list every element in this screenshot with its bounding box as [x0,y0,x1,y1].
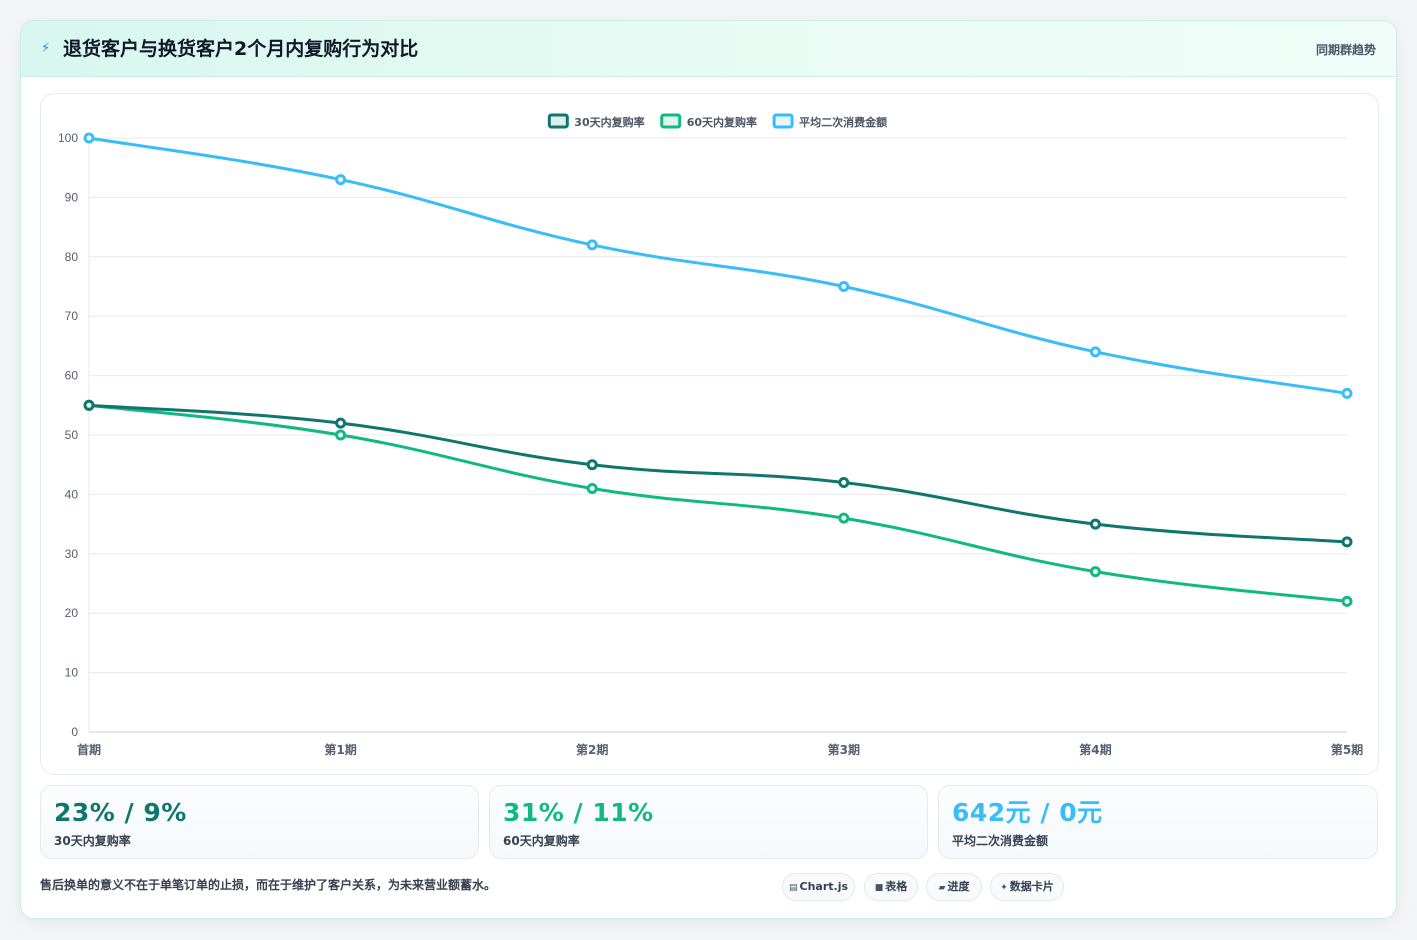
data-point [83,132,95,144]
data-point [335,174,347,186]
legend-label: 30天内复购率 [574,115,644,129]
tag-progress[interactable]: ▰ 进度 [926,873,982,901]
x-tick-label: 首期 [77,742,101,757]
data-point [586,459,598,471]
x-tick-label: 第5期 [1331,742,1363,757]
chart-panel: 0 10 20 30 40 50 60 70 80 90 100 首期 第1期 第2期 第3期 第4期 第5期 3… [40,93,1379,775]
bolt-icon: ⚡ [41,41,51,56]
footer-note: 售后换单的意义不在于单笔订单的止损，而在于维护了客户关系，为未来营业额蓄水。 [40,878,497,892]
legend-swatch [772,113,794,129]
tag-label: 表格 [885,880,908,893]
series-line [87,136,1349,395]
stat-value: 31% / 11% [503,798,654,827]
page-title: 退货客户与换货客户2个月内复购行为对比 [63,38,419,60]
stat-label: 30天内复购率 [54,834,131,848]
tag-chartjs[interactable]: ▤ Chart.js [782,873,855,901]
chart-card: ⚡ 退货客户与换货客户2个月内复购行为对比 同期群趋势 0 10 20 30 40 50 6… [20,20,1397,919]
card-icon: ✦ [1000,883,1008,893]
data-point [1341,536,1353,548]
table-icon: ■ [874,883,884,893]
y-tick-label: 70 [65,309,79,323]
y-tick-label: 0 [71,725,78,739]
legend-swatch [547,113,569,129]
data-point [1089,566,1101,578]
y-tick-label: 100 [58,131,78,145]
stat-value: 642元 / 0元 [952,798,1103,827]
header-subtitle: 同期群趋势 [1315,43,1376,57]
data-point [1341,595,1353,607]
stat-card-amount: 642元 / 0元 平均二次消费金额 [938,785,1378,859]
y-tick-label: 20 [65,606,79,620]
data-point [1089,346,1101,358]
y-tick-label: 60 [65,369,79,383]
data-point [838,512,850,524]
tag-label: 数据卡片 [1009,880,1054,893]
data-point [838,281,850,292]
tag-label: Chart.js [799,880,849,893]
card-header: ⚡ 退货客户与换货客户2个月内复购行为对比 同期群趋势 [21,21,1396,77]
stat-card-60d: 31% / 11% 60天内复购率 [489,785,928,859]
data-point [83,399,95,411]
data-point [335,417,347,429]
line-chart: 0 10 20 30 40 50 60 70 80 90 100 首期 第1期 第2期 第3期 第4期 第5期 3… [58,113,1363,757]
y-tick-label: 80 [65,250,79,264]
data-point [1341,387,1353,399]
chart-icon: ▤ [788,883,798,893]
data-point [586,239,598,251]
series-line [87,403,1349,544]
stat-label: 60天内复购率 [503,834,580,848]
tag-table[interactable]: ■ 表格 [864,873,918,901]
data-point [838,477,850,489]
x-tick-label: 第4期 [1079,742,1111,757]
x-tick-label: 第1期 [324,742,356,757]
data-point [335,429,347,441]
stat-card-30d: 23% / 9% 30天内复购率 [40,785,479,859]
x-tick-label: 第3期 [828,742,860,757]
data-point [586,482,598,494]
legend-label: 平均二次消费金额 [799,115,887,129]
y-tick-label: 30 [65,547,79,561]
data-point [1089,518,1101,530]
y-tick-label: 40 [65,487,79,501]
tag-data-card[interactable]: ✦ 数据卡片 [990,873,1064,901]
y-tick-label: 50 [65,428,79,442]
stat-value: 23% / 9% [54,798,187,827]
series-line [87,403,1349,603]
legend-swatch [660,113,682,129]
stat-label: 平均二次消费金额 [952,834,1049,848]
x-tick-label: 第2期 [576,742,608,757]
legend-label: 60天内复购率 [687,115,757,129]
progress-icon: ▰ [938,883,946,893]
tag-label: 进度 [947,880,970,893]
y-tick-label: 90 [65,190,79,204]
y-tick-label: 10 [65,666,79,680]
